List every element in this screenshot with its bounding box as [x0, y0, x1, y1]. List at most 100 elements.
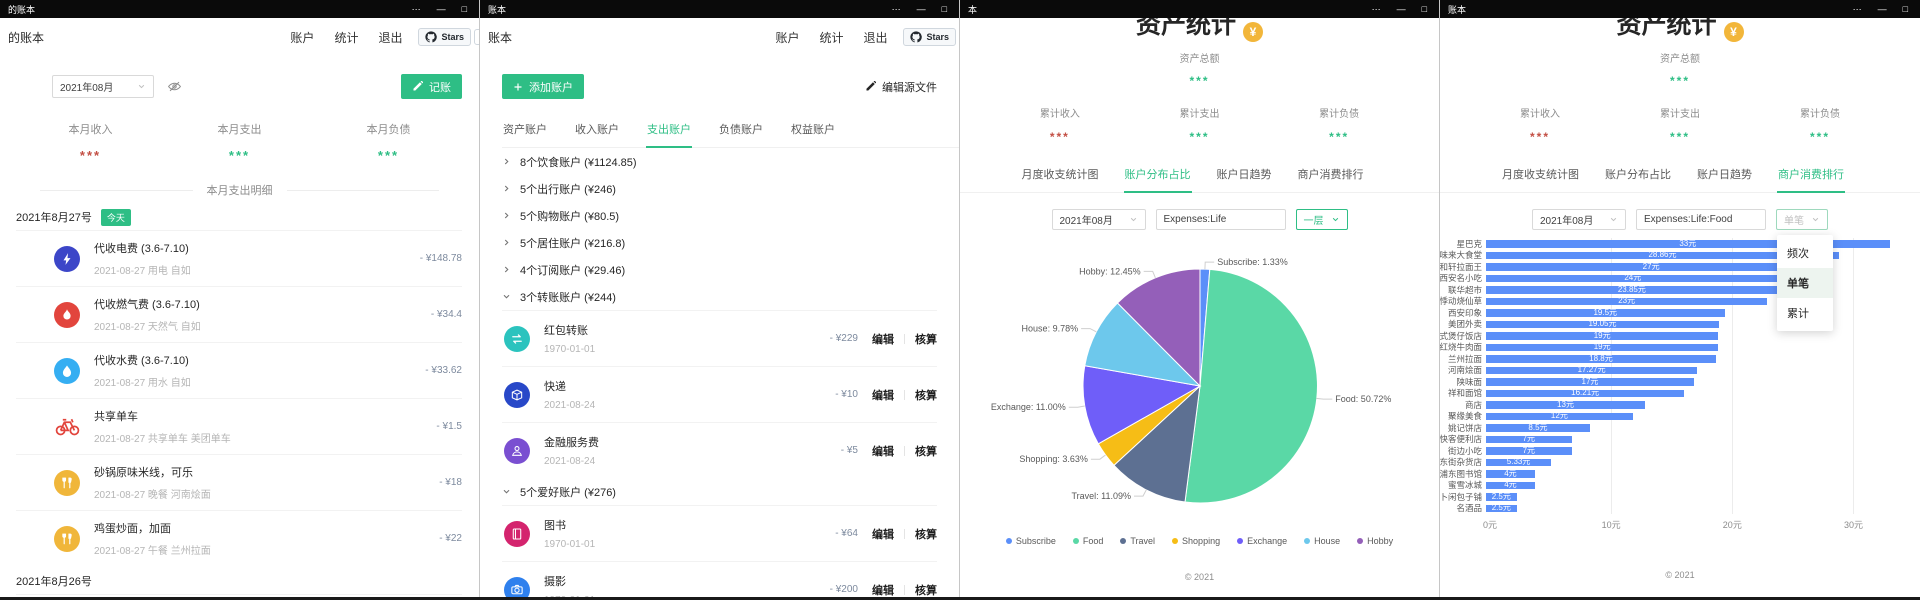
account-group-toggle[interactable]: 5个居住账户 (¥216.8)	[502, 229, 937, 256]
legend-item-Exchange[interactable]: Exchange	[1237, 536, 1287, 546]
month-select[interactable]: 2021年08月	[1051, 209, 1146, 230]
edit-link[interactable]: 编辑	[872, 584, 894, 597]
nav-link-退出[interactable]: 退出	[378, 30, 403, 45]
bar-row: 聚缘美食 12元	[1440, 411, 1908, 423]
camera-glyph	[510, 583, 524, 597]
legend-item-Subscribe[interactable]: Subscribe	[1005, 536, 1056, 546]
window-menu-icon[interactable]: ⋯	[411, 3, 421, 14]
toolbar: 2021年08月 记账	[52, 74, 462, 99]
stat-label: 累计支出	[1660, 109, 1700, 120]
legend-item-Food[interactable]: Food	[1072, 536, 1103, 546]
edit-link[interactable]: 编辑	[872, 445, 894, 458]
privacy-toggle-icon[interactable]	[167, 80, 182, 93]
window-maximize-icon[interactable]: □	[1902, 4, 1908, 14]
nav-link-退出[interactable]: 退出	[863, 30, 888, 45]
legend-dot	[1072, 538, 1079, 544]
window-menu-icon[interactable]: ⋯	[891, 3, 901, 14]
account-title: 红包转账	[544, 325, 588, 337]
legend-item-House[interactable]: House	[1304, 536, 1340, 546]
legend-dot	[1237, 538, 1244, 544]
mode-select[interactable]: 单笔 频次 单笔 累计	[1776, 209, 1833, 331]
month-select[interactable]: 2021年08月	[1532, 209, 1626, 230]
legend-item-Travel[interactable]: Travel	[1120, 536, 1155, 546]
audit-link[interactable]: 核算	[915, 528, 937, 541]
bar-value-label: 23元	[1618, 296, 1636, 306]
record-button[interactable]: 记账	[401, 74, 462, 99]
tab-负债账户[interactable]: 负债账户	[719, 124, 763, 136]
nav-link-账户[interactable]: 账户	[290, 30, 315, 45]
stars-label: Stars	[926, 32, 949, 42]
tab-资产账户[interactable]: 资产账户	[503, 124, 547, 136]
tab-月度收支统计图[interactable]: 月度收支统计图	[1502, 169, 1579, 181]
nav-link-统计[interactable]: 统计	[819, 30, 844, 45]
edit-link[interactable]: 编辑	[872, 528, 894, 541]
bar-row: 街边小吃 7元	[1440, 445, 1908, 457]
level-select[interactable]: 一层	[1295, 209, 1348, 230]
account-group-toggle[interactable]: 4个订阅账户 (¥29.46)	[502, 256, 937, 283]
taskbar-strip	[0, 597, 1920, 600]
transaction-subtitle: 2021-08-27 晚餐 河南烩面	[94, 490, 211, 501]
audit-link[interactable]: 核算	[915, 389, 937, 402]
record-button-label: 记账	[429, 81, 451, 94]
account-group-toggle[interactable]: 5个购物账户 (¥80.5)	[502, 202, 937, 229]
account-input[interactable]: Expenses:Life:Food	[1636, 209, 1766, 230]
github-stars-widget[interactable]: Stars	[903, 28, 959, 46]
bar-row: 西安印象 19.5元	[1440, 307, 1908, 319]
chart-legend: Subscribe Food Travel Shopping Exchange House…	[960, 536, 1439, 546]
tab-商户消费排行[interactable]: 商户消费排行	[1777, 157, 1845, 193]
window-menu-icon[interactable]: ⋯	[1852, 3, 1862, 14]
bar-悸动烧仙草: 23元	[1486, 296, 1768, 306]
window-maximize-icon[interactable]: □	[941, 4, 947, 14]
audit-link[interactable]: 核算	[915, 333, 937, 346]
window-minimize-icon[interactable]: —	[916, 4, 926, 14]
edit-source-button[interactable]: 编辑源文件	[865, 79, 937, 95]
window-maximize-icon[interactable]: □	[461, 4, 467, 14]
account-input-value: Expenses:Life	[1163, 214, 1227, 225]
bar-category-label: 兰州拉面	[1447, 353, 1482, 364]
window-menu-icon[interactable]: ⋯	[1371, 3, 1381, 14]
date-label: 2021年8月26号	[16, 576, 92, 588]
audit-link[interactable]: 核算	[915, 584, 937, 597]
account-group-label: 8个饮食账户 (¥1124.85)	[520, 156, 637, 169]
window-minimize-icon[interactable]: —	[1396, 4, 1406, 14]
stat-累计收入: 累计收入 ***	[990, 105, 1130, 144]
total-assets: 资产总额 ***	[1440, 50, 1920, 88]
window-minimize-icon[interactable]: —	[1877, 4, 1887, 14]
add-account-button[interactable]: 添加账户	[502, 74, 584, 99]
tab-收入账户[interactable]: 收入账户	[575, 124, 619, 136]
menu-item-单笔[interactable]: 单笔	[1777, 268, 1833, 298]
tab-支出账户[interactable]: 支出账户	[646, 112, 692, 148]
tab-账户分布占比[interactable]: 账户分布占比	[1605, 169, 1671, 181]
edit-link[interactable]: 编辑	[872, 389, 894, 402]
chevron-down-icon	[137, 82, 146, 91]
nav-link-账户[interactable]: 账户	[775, 30, 800, 45]
account-group-toggle[interactable]: 5个爱好账户 (¥276)	[502, 478, 937, 505]
nav-link-统计[interactable]: 统计	[334, 30, 359, 45]
github-stars-widget[interactable]: Stars 4	[418, 28, 479, 46]
tab-月度收支统计图[interactable]: 月度收支统计图	[1021, 169, 1099, 181]
account-group-label: 5个爱好账户 (¥276)	[520, 486, 616, 499]
tab-权益账户[interactable]: 权益账户	[791, 124, 835, 136]
bar-姚记饼店: 8.5元	[1486, 423, 1590, 432]
account-input[interactable]: Expenses:Life	[1155, 209, 1286, 230]
window-minimize-icon[interactable]: —	[436, 4, 446, 14]
account-group-toggle[interactable]: 5个出行账户 (¥246)	[502, 175, 937, 202]
legend-item-Shopping[interactable]: Shopping	[1172, 536, 1220, 546]
window-maximize-icon[interactable]: □	[1421, 4, 1427, 14]
month-select[interactable]: 2021年08月	[52, 75, 154, 98]
audit-link[interactable]: 核算	[915, 445, 937, 458]
account-group-toggle[interactable]: 8个饮食账户 (¥1124.85)	[502, 148, 937, 175]
menu-item-累计[interactable]: 累计	[1787, 308, 1809, 320]
tab-商户消费排行[interactable]: 商户消费排行	[1297, 169, 1364, 181]
stat-value: ***	[1329, 130, 1350, 144]
tab-账户日趋势[interactable]: 账户日趋势	[1697, 169, 1752, 181]
transaction-subtitle: 2021-08-27 用电 自如	[94, 266, 191, 277]
account-group-label: 5个出行账户 (¥246)	[520, 183, 616, 196]
tab-账户日趋势[interactable]: 账户日趋势	[1216, 169, 1272, 181]
legend-item-Hobby[interactable]: Hobby	[1357, 536, 1393, 546]
menu-item-频次[interactable]: 频次	[1787, 248, 1809, 260]
tab-账户分布占比[interactable]: 账户分布占比	[1123, 157, 1192, 193]
account-group-toggle[interactable]: 3个转账账户 (¥244)	[502, 283, 937, 310]
edit-link[interactable]: 编辑	[872, 333, 894, 346]
